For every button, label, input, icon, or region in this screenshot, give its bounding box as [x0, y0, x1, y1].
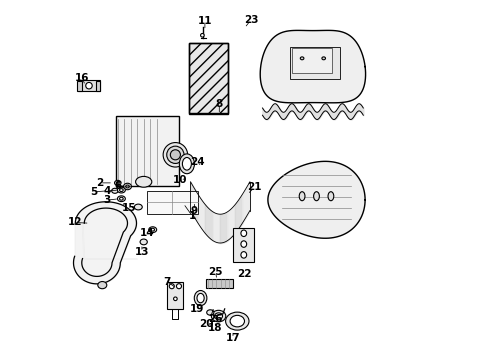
Text: 5: 5 — [90, 187, 98, 197]
Text: 11: 11 — [197, 16, 212, 26]
Ellipse shape — [170, 150, 180, 160]
Ellipse shape — [241, 241, 246, 247]
Ellipse shape — [123, 183, 131, 190]
Ellipse shape — [194, 291, 206, 306]
Ellipse shape — [300, 57, 303, 60]
Polygon shape — [267, 161, 365, 238]
Text: 10: 10 — [173, 175, 187, 185]
Ellipse shape — [299, 192, 305, 201]
Bar — [116, 116, 179, 186]
Text: 26: 26 — [207, 314, 222, 324]
Ellipse shape — [85, 82, 92, 89]
Text: 6: 6 — [114, 181, 121, 192]
Text: 15: 15 — [122, 203, 136, 213]
Ellipse shape — [125, 185, 129, 188]
Bar — [289, 47, 339, 79]
Text: 18: 18 — [207, 323, 222, 333]
Bar — [233, 228, 254, 262]
Ellipse shape — [197, 293, 204, 303]
Ellipse shape — [120, 189, 123, 192]
Text: 1: 1 — [188, 211, 196, 221]
Text: 13: 13 — [134, 247, 149, 257]
Ellipse shape — [179, 154, 194, 174]
Ellipse shape — [313, 192, 319, 201]
Text: 8: 8 — [215, 99, 223, 109]
Ellipse shape — [230, 315, 244, 327]
Ellipse shape — [134, 204, 142, 210]
Ellipse shape — [117, 196, 125, 202]
Ellipse shape — [151, 228, 154, 231]
Text: 9: 9 — [190, 206, 197, 216]
Ellipse shape — [327, 192, 333, 201]
Text: 21: 21 — [247, 182, 261, 192]
Ellipse shape — [120, 197, 123, 200]
Bar — [291, 48, 332, 73]
Text: 22: 22 — [237, 269, 251, 279]
Text: 2: 2 — [96, 178, 103, 188]
Ellipse shape — [166, 146, 183, 163]
Ellipse shape — [206, 310, 213, 315]
Text: 16: 16 — [75, 73, 90, 84]
Bar — [205, 279, 232, 288]
Ellipse shape — [111, 188, 118, 193]
Ellipse shape — [214, 313, 222, 319]
Ellipse shape — [169, 284, 174, 289]
Ellipse shape — [241, 252, 246, 258]
Bar — [147, 191, 197, 214]
Bar — [78, 80, 100, 91]
Bar — [188, 43, 228, 113]
Text: 19: 19 — [189, 304, 204, 314]
Bar — [167, 282, 183, 309]
Ellipse shape — [114, 180, 121, 185]
Ellipse shape — [116, 181, 119, 184]
Ellipse shape — [140, 239, 147, 245]
Ellipse shape — [200, 33, 204, 37]
Bar — [188, 43, 228, 113]
Text: 14: 14 — [140, 228, 154, 238]
Text: 12: 12 — [67, 217, 81, 228]
Ellipse shape — [98, 282, 106, 289]
Text: 23: 23 — [243, 15, 258, 25]
Ellipse shape — [148, 227, 156, 233]
Ellipse shape — [135, 176, 151, 187]
Polygon shape — [260, 30, 365, 103]
Ellipse shape — [163, 143, 187, 167]
Text: 3: 3 — [103, 195, 110, 205]
Ellipse shape — [173, 297, 177, 301]
Text: 25: 25 — [208, 267, 223, 277]
Ellipse shape — [117, 187, 125, 193]
Ellipse shape — [225, 312, 248, 330]
Ellipse shape — [182, 158, 191, 170]
Bar — [77, 81, 81, 91]
Ellipse shape — [211, 310, 225, 322]
Bar — [96, 81, 101, 91]
Text: 7: 7 — [163, 276, 170, 287]
Ellipse shape — [321, 57, 325, 60]
Ellipse shape — [241, 230, 246, 237]
Text: 20: 20 — [199, 319, 214, 329]
Text: 17: 17 — [225, 333, 240, 343]
Ellipse shape — [176, 284, 181, 289]
Text: 24: 24 — [189, 157, 204, 167]
Text: 4: 4 — [103, 186, 110, 196]
